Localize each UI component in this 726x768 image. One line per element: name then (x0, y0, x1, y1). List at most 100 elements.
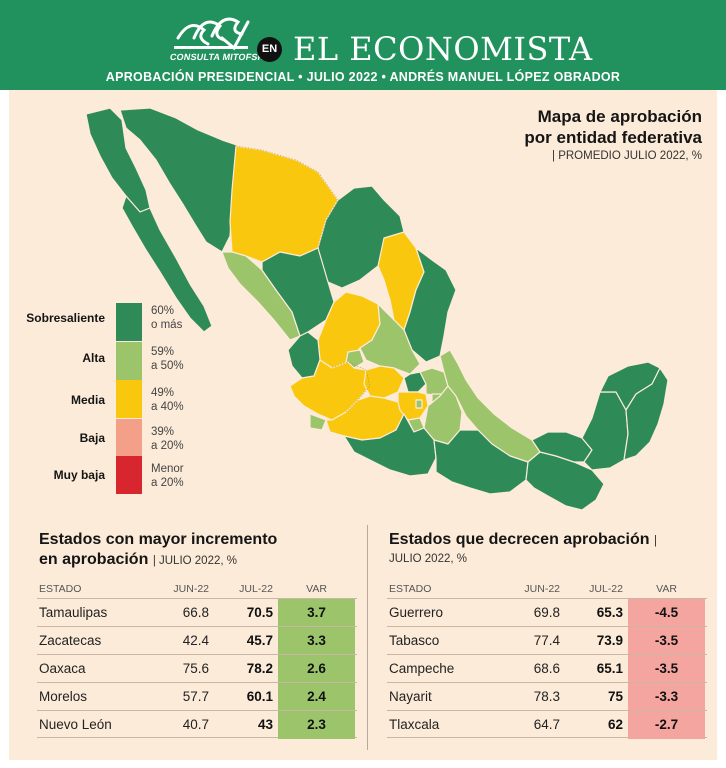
table-row: Guerrero 69.8 65.3 -4.5 (387, 598, 707, 627)
legend-swatch-baja (116, 419, 142, 457)
table-increase: ESTADO JUN-22 JUL-22 VAR Tamaulipas 66.8 70.5 3… (37, 580, 357, 750)
table-row: Tlaxcala 64.7 62 -2.7 (387, 710, 707, 739)
newspaper-name: EL ECONOMISTA (293, 30, 593, 68)
legend-range-line1: 49% (151, 387, 175, 399)
logo-text: CONSULTA MITOFSKY (169, 52, 272, 62)
cell-estado: Morelos (39, 689, 88, 704)
column-header-var: VAR (306, 583, 327, 595)
legend-range-line1: Menor (151, 463, 184, 475)
cell-var: -2.7 (628, 711, 705, 739)
cell-jun: 57.7 (182, 689, 209, 704)
header-subtitle: APROBACIÓN PRESIDENCIAL • JULIO 2022 • A… (105, 70, 621, 84)
cell-jun: 78.3 (533, 689, 560, 704)
table-increase-title-line2: en aprobación (39, 551, 149, 568)
cell-jul: 62 (607, 717, 623, 732)
table-row: Zacatecas 42.4 45.7 3.3 (37, 626, 357, 655)
mitofsky-logo (174, 17, 250, 51)
table-decrease-title-line1-wrap: Estados que decrecen aprobación | (389, 530, 657, 551)
table-increase-title-line2-wrap: en aprobación | JULIO 2022, % (39, 550, 277, 571)
table-header-row: ESTADO JUN-22 JUL-22 VAR (387, 580, 707, 598)
legend-range-sobresaliente: 60% o más (151, 304, 211, 332)
legend-range-baja: 39% a 20% (151, 425, 211, 453)
column-header-jun: JUN-22 (524, 583, 560, 595)
cell-var: -3.5 (628, 627, 705, 655)
cell-jun: 64.7 (533, 717, 560, 732)
table-increase-title-line1: Estados con mayor incremento (39, 531, 278, 548)
table-decrease-title: Estados que decrecen aprobación | (389, 530, 657, 551)
legend-range-media: 49% a 40% (151, 386, 211, 414)
legend-swatch-alta (116, 342, 142, 380)
cell-var: 3.7 (278, 599, 355, 627)
cell-jul: 75 (607, 689, 623, 704)
map-title-line2: por entidad federativa (524, 128, 702, 147)
cell-jul: 73.9 (596, 633, 623, 648)
map-title: Mapa de aprobación por entidad federativ… (524, 106, 702, 148)
cell-estado: Oaxaca (39, 661, 86, 676)
table-decrease-subtitle: JULIO 2022, % (389, 553, 467, 565)
cell-jun: 40.7 (182, 717, 209, 732)
cell-jul: 60.1 (246, 689, 273, 704)
column-header-jun: JUN-22 (173, 583, 209, 595)
cell-jul: 70.5 (246, 605, 273, 620)
cell-jul: 65.3 (596, 605, 623, 620)
cell-var: -4.5 (628, 599, 705, 627)
cell-var: -3.5 (628, 655, 705, 683)
column-header-var: VAR (656, 583, 677, 595)
cell-estado: Nuevo León (39, 717, 112, 732)
column-header-jul: JUL-22 (589, 583, 623, 595)
cell-var: 3.3 (278, 627, 355, 655)
table-increase-subtitle: | JULIO 2022, % (152, 555, 237, 567)
table-header-row: ESTADO JUN-22 JUL-22 VAR (37, 580, 357, 598)
header-bar: CONSULTA MITOFSKY EN EL ECONOMISTA APROB… (0, 0, 726, 90)
legend-range-alta: 59% a 50% (151, 345, 211, 373)
legend-range-line2: a 20% (151, 477, 184, 489)
table-decrease-title-line1: Estados que decrecen aprobación (389, 531, 650, 548)
cell-var: 2.6 (278, 655, 355, 683)
legend-label-alta: Alta (82, 351, 105, 365)
cell-jul: 78.2 (246, 661, 273, 676)
cell-jul: 45.7 (246, 633, 273, 648)
table-row: Tamaulipas 66.8 70.5 3.7 (37, 598, 357, 627)
table-row: Tabasco 77.4 73.9 -3.5 (387, 626, 707, 655)
cell-jun: 75.6 (182, 661, 209, 676)
table-row: Nayarit 78.3 75 -3.3 (387, 682, 707, 711)
legend-swatch-sobresaliente (116, 303, 142, 341)
legend-label-media: Media (70, 393, 105, 407)
map-title-line1: Mapa de aprobación (537, 107, 702, 126)
legend-range-muy-baja: Menor a 20% (151, 462, 211, 490)
table-row: Morelos 57.7 60.1 2.4 (37, 682, 357, 711)
cell-var: 2.4 (278, 683, 355, 711)
legend-range-line2: a 40% (151, 401, 184, 413)
cell-jun: 66.8 (182, 605, 209, 620)
legend-swatch-muy-baja (116, 456, 142, 494)
cell-estado: Guerrero (389, 605, 444, 620)
cell-jun: 68.6 (533, 661, 560, 676)
legend-label-sobresaliente: Sobresaliente (26, 311, 105, 325)
cell-jun: 42.4 (182, 633, 209, 648)
tables-divider (367, 525, 368, 750)
legend-range-line1: 59% (151, 346, 175, 358)
column-header-jul: JUL-22 (239, 583, 273, 595)
table-row: Oaxaca 75.6 78.2 2.6 (37, 654, 357, 683)
table-decrease: ESTADO JUN-22 JUL-22 VAR Guerrero 69.8 65.3 -4.… (387, 580, 707, 750)
legend-range-line2: a 50% (151, 360, 184, 372)
cell-estado: Campeche (389, 661, 455, 676)
en-badge: EN (257, 37, 282, 62)
legend-label-baja: Baja (79, 431, 105, 445)
cell-var: -3.3 (628, 683, 705, 711)
legend-swatch-media (116, 380, 142, 418)
cell-jul: 43 (257, 717, 273, 732)
legend-range-line1: 39% (151, 426, 175, 438)
table-row: Campeche 68.6 65.1 -3.5 (387, 654, 707, 683)
column-header-estado: ESTADO (39, 583, 82, 595)
cell-var: 2.3 (278, 711, 355, 739)
legend-range-line2: a 20% (151, 440, 184, 452)
table-increase-title: Estados con mayor incremento en aprobaci… (39, 530, 277, 571)
cell-jul: 65.1 (596, 661, 623, 676)
map-subtitle: | PROMEDIO JULIO 2022, % (552, 150, 702, 162)
legend-label-muy-baja: Muy baja (53, 468, 105, 482)
legend-range-line1: 60% (151, 305, 175, 317)
cell-estado: Tabasco (389, 633, 440, 648)
cell-estado: Tlaxcala (389, 717, 440, 732)
column-header-estado: ESTADO (389, 583, 432, 595)
